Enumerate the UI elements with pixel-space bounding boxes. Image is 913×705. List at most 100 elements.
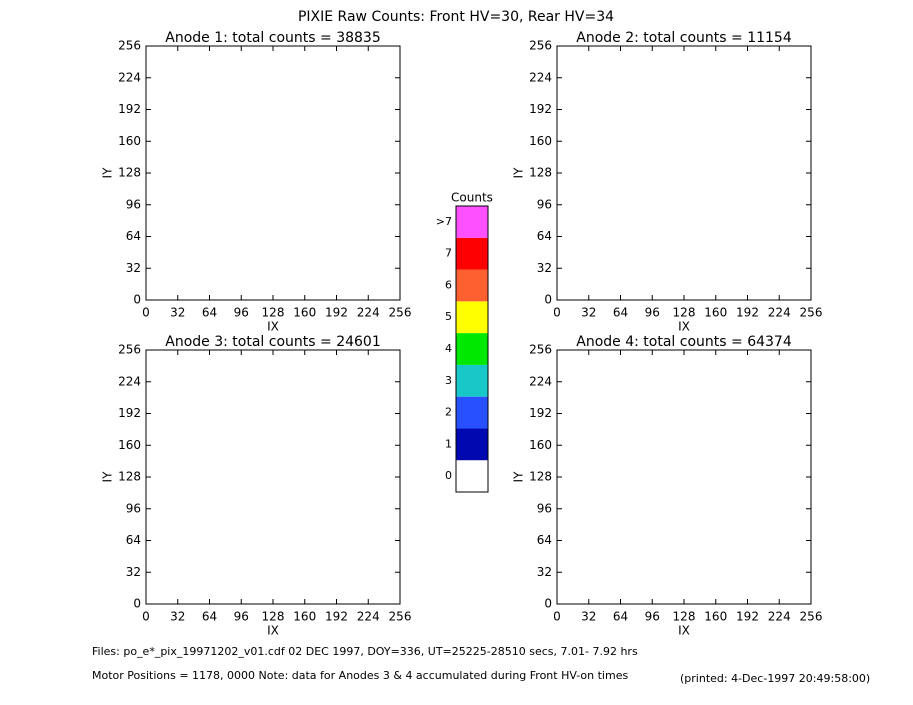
x-tick-label: 96: [645, 610, 660, 624]
panel-title: Anode 4: total counts = 64374: [576, 334, 792, 350]
color-swatch: [456, 269, 488, 302]
x-tick-label: 160: [293, 306, 316, 320]
x-tick-label: 160: [704, 306, 727, 320]
y-tick-label: 224: [118, 70, 141, 84]
x-tick-label: 192: [736, 306, 759, 320]
colorbar-frame: [455, 205, 489, 493]
x-axis-label: IX: [678, 624, 690, 638]
x-tick-label: 0: [142, 306, 150, 320]
colorbar-label: 3: [445, 374, 452, 387]
y-tick-label: 64: [537, 229, 552, 243]
color-swatch: [456, 206, 488, 238]
x-tick-label: 256: [389, 306, 412, 320]
y-tick-label: 0: [133, 597, 141, 611]
x-axis-label: IX: [267, 624, 279, 638]
color-swatch: [456, 237, 488, 270]
y-tick-label: 192: [529, 406, 552, 420]
x-tick-label: 64: [613, 306, 628, 320]
color-swatch: [456, 301, 488, 334]
y-tick-label: 0: [544, 597, 552, 611]
color-swatch: [456, 396, 488, 429]
y-tick-label: 96: [537, 197, 552, 211]
y-tick-label: 192: [118, 406, 141, 420]
x-tick-label: 256: [389, 610, 412, 624]
y-tick-label: 96: [537, 501, 552, 515]
y-tick-label: 128: [118, 470, 141, 484]
y-tick-label: 256: [529, 343, 552, 357]
y-tick-label: 128: [118, 166, 141, 180]
y-tick-label: 256: [529, 39, 552, 53]
colorbar-label: 1: [445, 437, 452, 450]
x-tick-label: 192: [325, 610, 348, 624]
colorbar-label: 7: [445, 247, 452, 260]
y-tick-label: 224: [118, 374, 141, 388]
panel-title: Anode 2: total counts = 11154: [576, 30, 792, 46]
y-tick-label: 0: [544, 293, 552, 307]
y-tick-label: 128: [529, 470, 552, 484]
figure-title: PIXIE Raw Counts: Front HV=30, Rear HV=3…: [298, 9, 614, 25]
x-tick-label: 224: [357, 306, 380, 320]
plot-frame: [145, 45, 401, 301]
y-tick-label: 160: [118, 134, 141, 148]
x-tick-label: 128: [262, 610, 285, 624]
x-axis-label: IX: [678, 320, 690, 334]
plot-frame: [556, 349, 812, 605]
x-tick-label: 128: [262, 306, 285, 320]
x-tick-label: 192: [736, 610, 759, 624]
x-tick-label: 0: [142, 610, 150, 624]
colorbar-title: Counts: [451, 191, 493, 205]
x-tick-label: 96: [234, 306, 249, 320]
x-tick-label: 0: [553, 306, 561, 320]
colorbar-label: 4: [445, 342, 452, 355]
y-tick-label: 256: [118, 343, 141, 357]
x-tick-label: 256: [800, 610, 823, 624]
x-tick-label: 160: [704, 610, 727, 624]
colorbar-label: 0: [445, 469, 452, 482]
x-tick-label: 224: [768, 306, 791, 320]
y-tick-label: 96: [126, 197, 141, 211]
x-tick-label: 64: [202, 610, 217, 624]
y-tick-label: 64: [126, 533, 141, 547]
x-tick-label: 96: [234, 610, 249, 624]
y-tick-label: 224: [529, 70, 552, 84]
color-swatch: [456, 364, 488, 397]
x-axis-label: IX: [267, 320, 279, 334]
color-swatch: [456, 460, 488, 492]
y-tick-label: 224: [529, 374, 552, 388]
y-tick-label: 32: [537, 261, 552, 275]
y-axis-label: IY: [101, 471, 115, 483]
colorbar-label: 6: [445, 278, 452, 291]
y-tick-label: 256: [118, 39, 141, 53]
colorbar-label: 5: [445, 310, 452, 323]
y-tick-label: 96: [126, 501, 141, 515]
y-tick-label: 32: [126, 565, 141, 579]
footer-motor: Motor Positions = 1178, 0000 Note: data …: [92, 669, 628, 682]
y-tick-label: 0: [133, 293, 141, 307]
x-tick-label: 32: [581, 610, 596, 624]
plot-frame: [145, 349, 401, 605]
x-tick-label: 128: [673, 610, 696, 624]
y-tick-label: 64: [537, 533, 552, 547]
y-tick-label: 160: [118, 438, 141, 452]
y-tick-label: 32: [537, 565, 552, 579]
x-tick-label: 64: [613, 610, 628, 624]
color-swatch: [456, 428, 488, 461]
y-tick-label: 64: [126, 229, 141, 243]
x-tick-label: 224: [357, 610, 380, 624]
y-tick-label: 192: [529, 102, 552, 116]
x-tick-label: 96: [645, 306, 660, 320]
x-tick-label: 224: [768, 610, 791, 624]
panel-title: Anode 1: total counts = 38835: [165, 30, 380, 46]
x-tick-label: 256: [800, 306, 823, 320]
y-tick-label: 32: [126, 261, 141, 275]
x-tick-label: 160: [293, 610, 316, 624]
footer-printed: (printed: 4-Dec-1997 20:49:58:00): [680, 672, 870, 685]
y-axis-label: IY: [512, 471, 526, 483]
y-tick-label: 160: [529, 438, 552, 452]
x-tick-label: 32: [170, 610, 185, 624]
colorbar-label: 2: [445, 406, 452, 419]
x-tick-label: 32: [170, 306, 185, 320]
y-tick-label: 160: [529, 134, 552, 148]
color-swatch: [456, 333, 488, 365]
